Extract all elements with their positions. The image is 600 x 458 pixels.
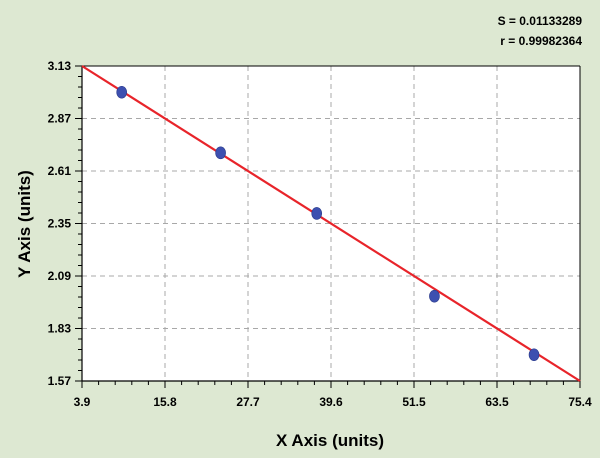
x-tick-label: 51.5 [402, 395, 426, 409]
tick-marks [75, 65, 581, 388]
data-point [429, 289, 440, 303]
fit-line-layer [81, 65, 581, 382]
y-tick-label: 2.87 [48, 112, 72, 126]
y-tick-label: 3.13 [48, 59, 72, 73]
data-point [311, 207, 323, 220]
x-tick-label: 15.8 [153, 395, 177, 409]
tick-labels: 3.9 15.8 27.7 39.6 51.5 63.5 75.4 1.57 1.83 2.09 2… [48, 59, 592, 409]
y-axis-title: Y Axis (units) [15, 170, 34, 278]
data-point [116, 85, 128, 99]
x-tick-label: 27.7 [236, 395, 260, 409]
x-tick-label: 3.9 [74, 395, 91, 409]
data-point [528, 348, 540, 362]
data-points [116, 85, 540, 362]
y-tick-label: 2.35 [48, 217, 72, 231]
x-tick-label: 39.6 [319, 395, 343, 409]
y-tick-label: 2.61 [48, 164, 72, 178]
x-tick-label: 63.5 [485, 395, 509, 409]
data-point [215, 146, 226, 160]
y-tick-label: 2.09 [48, 269, 72, 283]
y-tick-label: 1.83 [48, 322, 72, 336]
x-tick-label: 75.4 [568, 395, 592, 409]
x-axis-title: X Axis (units) [276, 431, 384, 450]
regression-line [81, 65, 581, 382]
r-statistic: r = 0.99982364 [500, 34, 582, 48]
y-tick-label: 1.57 [48, 374, 72, 388]
s-statistic: S = 0.01133289 [498, 14, 583, 28]
